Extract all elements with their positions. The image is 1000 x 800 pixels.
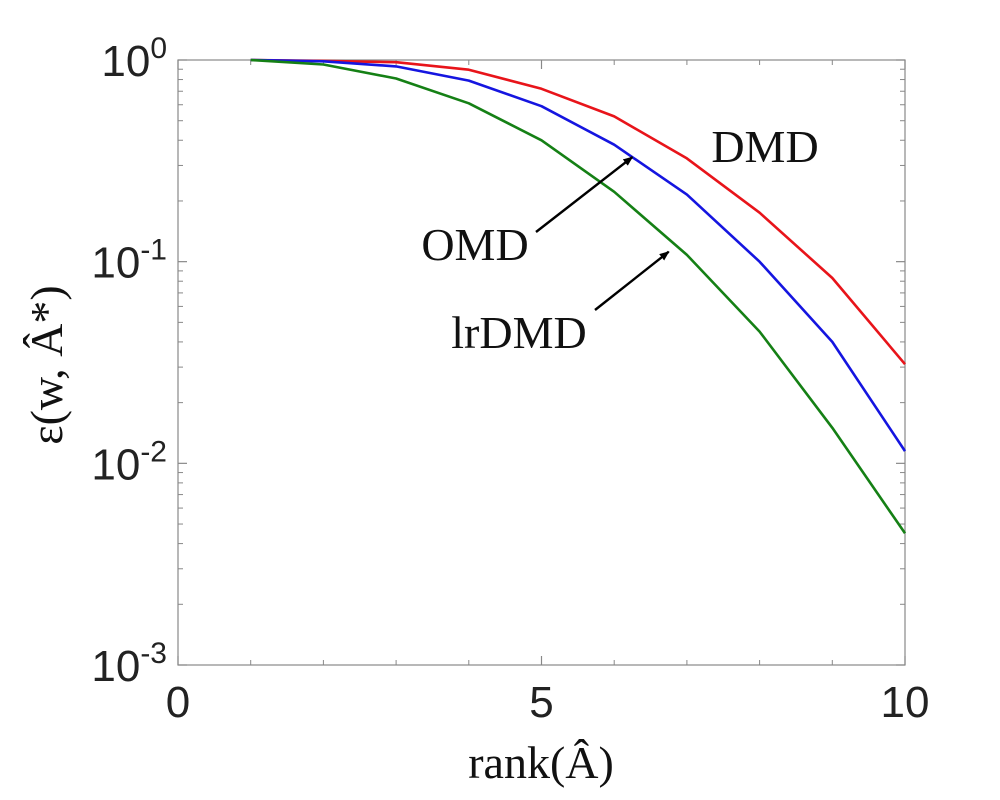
- annotation-lrdmd: lrDMD: [451, 307, 586, 358]
- annotation-layer: DMD OMD lrDMD: [421, 121, 818, 358]
- annotation-omd: OMD: [421, 219, 528, 270]
- x-tick-label: 5: [529, 678, 553, 727]
- x-axis-label: rank(Â): [468, 737, 614, 788]
- series-line-lrdmd: [250, 58, 907, 535]
- x-tick-label: 10: [881, 678, 930, 727]
- x-axis: 0 5 10: [166, 60, 930, 727]
- series-layer: [250, 58, 907, 535]
- y-axis: 100 10-1 10-2 10-3: [91, 32, 905, 691]
- y-tick-label: 10-1: [91, 234, 167, 288]
- y-tick-label: 10-3: [91, 637, 167, 691]
- minor-ticks: [178, 60, 905, 665]
- series-line-dmd: [250, 58, 906, 366]
- annotation-arrow-lrdmd: [594, 250, 670, 311]
- x-tick-label: 0: [166, 678, 190, 727]
- y-tick-label: 10-2: [91, 435, 167, 489]
- annotation-dmd: DMD: [711, 121, 818, 172]
- y-axis-label: ε(w, Â*): [21, 285, 72, 444]
- annotation-arrow-omd: [535, 156, 634, 233]
- y-tick-label: 100: [101, 32, 167, 86]
- series-line-omd: [250, 58, 907, 452]
